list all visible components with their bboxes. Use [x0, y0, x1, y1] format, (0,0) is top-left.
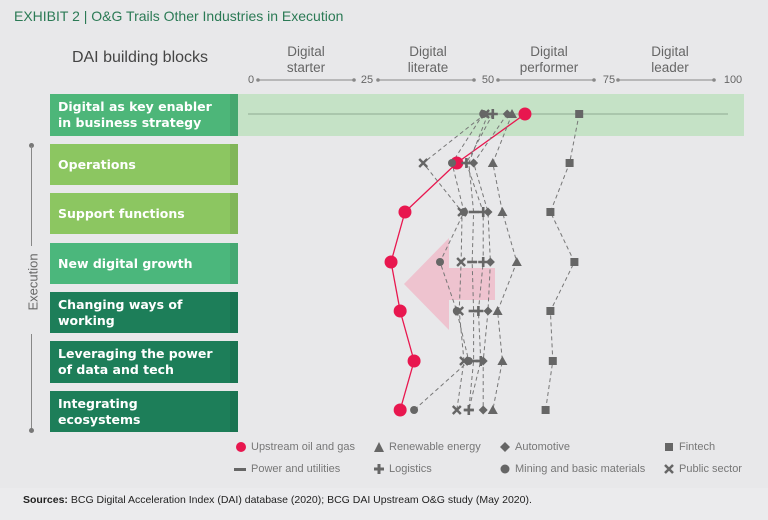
- stage-label: Digital starter: [286, 44, 326, 75]
- data-point-upstream-oil-and-gas: [407, 354, 421, 368]
- x-tick-label: 100: [723, 74, 743, 86]
- execution-bracket-line: [31, 334, 32, 429]
- data-point-upstream-oil-and-gas: [398, 205, 412, 219]
- legend-item: Power and utilities: [234, 463, 340, 475]
- execution-bracket-dot: [29, 428, 34, 433]
- axis-dot: [352, 78, 356, 82]
- legend-item: Upstream oil and gas: [236, 441, 355, 453]
- x-axis: [248, 78, 728, 115]
- y-axis-title: DAI building blocks: [71, 49, 209, 66]
- data-point-automotive: [502, 109, 512, 119]
- data-point-public-sector: [480, 109, 490, 119]
- data-point-public-sector: [454, 306, 465, 316]
- plot-area: [248, 78, 728, 417]
- x-tick-label: 75: [602, 74, 616, 86]
- data-point-power-and-utilities: [467, 260, 478, 264]
- data-point-fintech: [548, 357, 557, 365]
- data-point-upstream-oil-and-gas: [393, 403, 407, 417]
- data-point-logistics: [475, 356, 486, 366]
- data-point-public-sector: [457, 207, 467, 217]
- data-point-fintech: [570, 258, 579, 266]
- exhibit-title: EXHIBIT 2 | O&G Trails Other Industries …: [14, 8, 344, 24]
- data-point-renewable-energy: [492, 306, 503, 315]
- row-label-strategy: Digital as key enabler in business strate…: [50, 94, 238, 136]
- plus-icon: [374, 464, 384, 474]
- x-tick-label: 50: [481, 74, 495, 86]
- data-point-fintech: [565, 159, 574, 167]
- data-point-fintech: [546, 208, 555, 216]
- data-point-renewable-energy: [487, 405, 498, 414]
- circle-icon: [236, 442, 246, 452]
- legend-item: Logistics: [374, 463, 432, 475]
- data-point-fintech: [546, 307, 555, 315]
- data-point-public-sector: [418, 158, 429, 168]
- data-point-mining-and-basic-materials: [479, 110, 488, 118]
- data-point-fintech: [541, 406, 550, 414]
- data-point-public-sector: [456, 257, 466, 267]
- data-point-mining-and-basic-materials: [436, 258, 444, 266]
- stage-label: Digital leader: [651, 44, 689, 75]
- row-label-new-growth: New digital growth: [50, 243, 238, 284]
- axis-dot: [592, 78, 596, 82]
- data-point-upstream-oil-and-gas: [518, 107, 532, 121]
- data-point-automotive: [483, 306, 493, 316]
- data-point-power-and-utilities: [468, 210, 479, 214]
- legend-item: Automotive: [500, 441, 570, 453]
- circle-icon: [500, 464, 510, 474]
- row-label-ecosystems: Integrating ecosystems: [50, 391, 238, 432]
- decline-arrow: [404, 238, 495, 330]
- axis-dot: [376, 78, 380, 82]
- axis-dot: [496, 78, 500, 82]
- data-point-automotive: [485, 257, 495, 267]
- data-point-mining-and-basic-materials: [460, 208, 468, 216]
- legend-item: Fintech: [664, 441, 715, 453]
- legend-item: Mining and basic materials: [500, 463, 645, 475]
- data-point-power-and-utilities: [468, 359, 479, 363]
- execution-bracket-dot: [29, 143, 34, 148]
- x-tick-label: 25: [360, 74, 374, 86]
- legend-item: Public sector: [664, 463, 742, 475]
- data-point-renewable-energy: [511, 257, 522, 266]
- x-tick-label: 0: [247, 74, 255, 86]
- data-point-renewable-energy: [497, 356, 508, 365]
- row-label-operations: Operations: [50, 144, 238, 185]
- axis-dot: [472, 78, 476, 82]
- data-point-automotive: [478, 405, 488, 415]
- data-point-logistics: [473, 306, 484, 316]
- data-point-fintech: [575, 110, 584, 118]
- data-point-upstream-oil-and-gas: [384, 255, 398, 269]
- data-point-logistics: [461, 158, 472, 168]
- data-point-logistics: [478, 257, 489, 267]
- diamond-icon: [500, 442, 510, 452]
- row-label-data-tech: Leveraging the power of data and tech: [50, 341, 238, 383]
- execution-bracket-line: [31, 146, 32, 246]
- triangle-icon: [374, 442, 384, 452]
- legend-item: Renewable energy: [374, 441, 481, 453]
- data-point-mining-and-basic-materials: [410, 406, 419, 414]
- axis-dot: [616, 78, 620, 82]
- axis-dot: [712, 78, 716, 82]
- data-point-mining-and-basic-materials: [448, 159, 456, 167]
- stage-label: Digital literate: [407, 44, 449, 75]
- axis-dot: [256, 78, 260, 82]
- data-point-public-sector: [459, 356, 469, 366]
- data-point-logistics: [487, 109, 498, 119]
- data-point-upstream-oil-and-gas: [393, 304, 407, 318]
- row-label-ways-of-working: Changing ways of working: [50, 292, 238, 333]
- data-point-logistics: [463, 405, 474, 415]
- data-point-public-sector: [451, 405, 462, 415]
- data-point-renewable-energy: [497, 207, 508, 216]
- data-point-logistics: [478, 207, 489, 217]
- square-icon: [665, 443, 673, 451]
- series-line-renewable-energy: [492, 113, 518, 411]
- sources-footer: Sources: BCG Digital Acceleration Index …: [0, 488, 768, 520]
- x-icon: [664, 464, 674, 474]
- row-label-support: Support functions: [50, 193, 238, 234]
- dash-icon: [234, 468, 246, 471]
- data-point-renewable-energy: [487, 158, 498, 167]
- stage-label: Digital performer: [519, 44, 579, 75]
